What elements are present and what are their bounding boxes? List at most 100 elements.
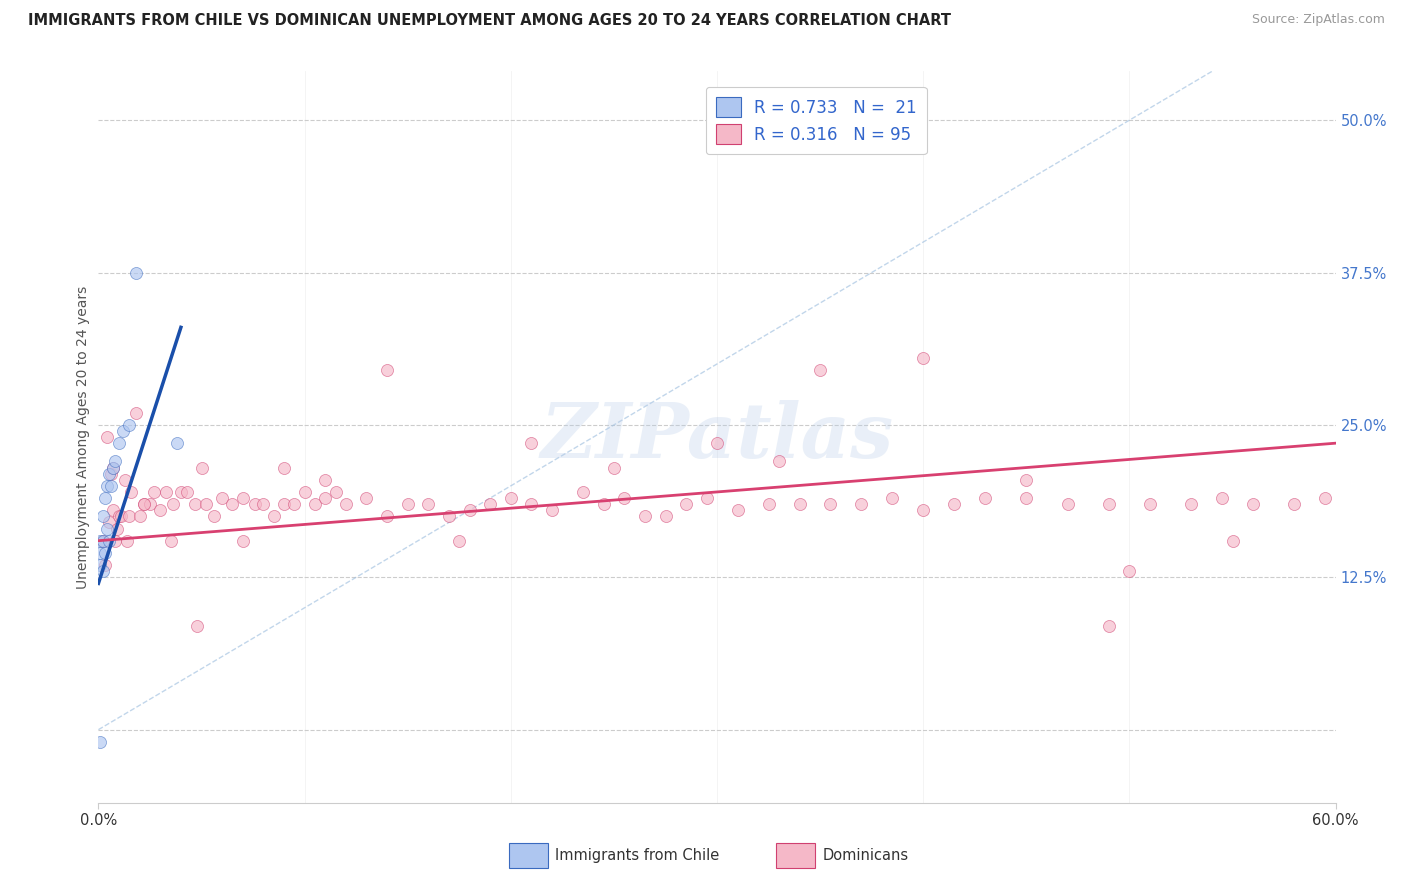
Point bbox=[101, 460, 124, 475]
Point bbox=[727, 503, 749, 517]
Point bbox=[396, 497, 419, 511]
Point bbox=[1241, 497, 1264, 511]
Point bbox=[97, 516, 120, 530]
Point bbox=[124, 406, 146, 420]
Text: Source: ZipAtlas.com: Source: ZipAtlas.com bbox=[1251, 13, 1385, 27]
Point bbox=[974, 491, 997, 505]
Point bbox=[273, 460, 295, 475]
Point bbox=[675, 497, 697, 511]
Point bbox=[110, 509, 132, 524]
Point bbox=[89, 735, 111, 749]
Point bbox=[375, 509, 398, 524]
Point bbox=[108, 436, 131, 450]
Point bbox=[1118, 564, 1140, 578]
Point bbox=[96, 430, 118, 444]
Point bbox=[105, 521, 128, 535]
Point bbox=[1284, 497, 1306, 511]
Point bbox=[108, 509, 131, 524]
Point bbox=[243, 497, 266, 511]
Point bbox=[820, 497, 842, 511]
Point bbox=[541, 503, 564, 517]
Point bbox=[166, 436, 188, 450]
Point bbox=[758, 497, 780, 511]
Point bbox=[232, 533, 254, 548]
Point bbox=[104, 454, 127, 468]
Point bbox=[221, 497, 243, 511]
Point bbox=[263, 509, 285, 524]
Point bbox=[132, 497, 155, 511]
Point bbox=[159, 533, 181, 548]
Text: Immigrants from Chile: Immigrants from Chile bbox=[555, 848, 720, 863]
Point bbox=[176, 485, 198, 500]
Point bbox=[314, 491, 336, 505]
Point bbox=[118, 417, 141, 432]
Point bbox=[93, 558, 115, 573]
Point bbox=[96, 479, 118, 493]
Point bbox=[139, 497, 162, 511]
Point bbox=[1222, 533, 1244, 548]
Point bbox=[252, 497, 274, 511]
Point bbox=[572, 485, 595, 500]
Point bbox=[1180, 497, 1202, 511]
Point bbox=[194, 497, 217, 511]
Point bbox=[375, 363, 398, 377]
Point bbox=[104, 533, 127, 548]
Point bbox=[789, 497, 811, 511]
Point bbox=[314, 473, 336, 487]
Point bbox=[91, 509, 114, 524]
Point bbox=[93, 491, 115, 505]
Point bbox=[190, 460, 212, 475]
Point bbox=[304, 497, 326, 511]
Point bbox=[143, 485, 166, 500]
Point bbox=[273, 497, 295, 511]
Point bbox=[912, 351, 935, 365]
Point bbox=[132, 497, 155, 511]
Point bbox=[232, 491, 254, 505]
Point bbox=[706, 436, 728, 450]
Point bbox=[211, 491, 233, 505]
Point bbox=[100, 479, 122, 493]
Point bbox=[1098, 497, 1121, 511]
Y-axis label: Unemployment Among Ages 20 to 24 years: Unemployment Among Ages 20 to 24 years bbox=[76, 285, 90, 589]
Point bbox=[592, 497, 614, 511]
Point bbox=[499, 491, 522, 505]
Point bbox=[654, 509, 676, 524]
Point bbox=[458, 503, 481, 517]
Point bbox=[1139, 497, 1161, 511]
Point bbox=[768, 454, 790, 468]
Point bbox=[91, 533, 114, 548]
Point bbox=[335, 497, 357, 511]
Point bbox=[112, 424, 135, 438]
Point bbox=[696, 491, 718, 505]
Point bbox=[170, 485, 193, 500]
Point bbox=[114, 473, 136, 487]
Point bbox=[97, 533, 120, 548]
Point bbox=[118, 509, 141, 524]
Point bbox=[89, 558, 111, 573]
Point bbox=[520, 497, 543, 511]
Text: IMMIGRANTS FROM CHILE VS DOMINICAN UNEMPLOYMENT AMONG AGES 20 TO 24 YEARS CORREL: IMMIGRANTS FROM CHILE VS DOMINICAN UNEMP… bbox=[28, 13, 950, 29]
Point bbox=[1315, 491, 1337, 505]
Point bbox=[603, 460, 626, 475]
Point bbox=[186, 619, 208, 633]
Point bbox=[101, 460, 124, 475]
Point bbox=[356, 491, 378, 505]
Point bbox=[1098, 619, 1121, 633]
Legend: R = 0.733   N =  21, R = 0.316   N = 95: R = 0.733 N = 21, R = 0.316 N = 95 bbox=[706, 87, 927, 154]
Point bbox=[912, 503, 935, 517]
Point bbox=[89, 533, 111, 548]
Point bbox=[155, 485, 177, 500]
Point bbox=[1211, 491, 1233, 505]
Point bbox=[437, 509, 460, 524]
Point bbox=[479, 497, 502, 511]
Point bbox=[128, 509, 150, 524]
Point bbox=[882, 491, 904, 505]
Point bbox=[117, 533, 139, 548]
Point bbox=[162, 497, 184, 511]
Point bbox=[1056, 497, 1078, 511]
Text: Dominicans: Dominicans bbox=[823, 848, 908, 863]
Point bbox=[149, 503, 172, 517]
Point bbox=[520, 436, 543, 450]
Point bbox=[184, 497, 207, 511]
Point bbox=[96, 521, 118, 535]
